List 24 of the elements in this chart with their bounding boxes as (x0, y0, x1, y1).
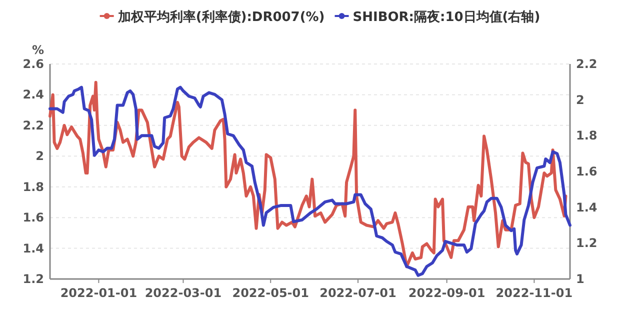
y-tick-label: 1.8 (22, 180, 44, 194)
x-tick-label: 2022-07-01 (320, 286, 396, 300)
x-tick-label: 2022-03-01 (144, 286, 222, 300)
y2-tick-label: 2 (576, 92, 584, 107)
y-tick-label: 1.2 (22, 272, 44, 286)
legend-label: SHIBOR:隔夜:10日均值(右轴) (352, 9, 540, 25)
y2-tick-label: 1.8 (576, 128, 598, 143)
x-tick-label: 2022-05-01 (232, 286, 309, 300)
x-tick-label: 2022-01-01 (60, 286, 138, 300)
y2-tick-label: 1.4 (576, 200, 598, 214)
y-tick-label: 2.4 (22, 88, 44, 102)
y-axis-title: % (32, 43, 44, 57)
x-tick-label: 2022-09-01 (408, 286, 486, 300)
y2-tick-label: 1 (576, 272, 584, 286)
y-tick-label: 2 (36, 149, 44, 164)
x-tick-label: 2022-11-01 (496, 286, 573, 300)
y2-tick-label: 1.2 (576, 236, 598, 250)
y2-tick-label: 1.6 (576, 164, 598, 178)
y-tick-label: 1.6 (22, 210, 44, 225)
y2-tick-label: 2.2 (576, 57, 598, 71)
y-tick-label: 2.2 (22, 118, 44, 132)
y-tick-label: 1.4 (22, 241, 44, 256)
y-tick-label: 2.6 (22, 57, 44, 71)
legend-label: 加权平均利率(利率债):DR007(%) (116, 9, 325, 25)
